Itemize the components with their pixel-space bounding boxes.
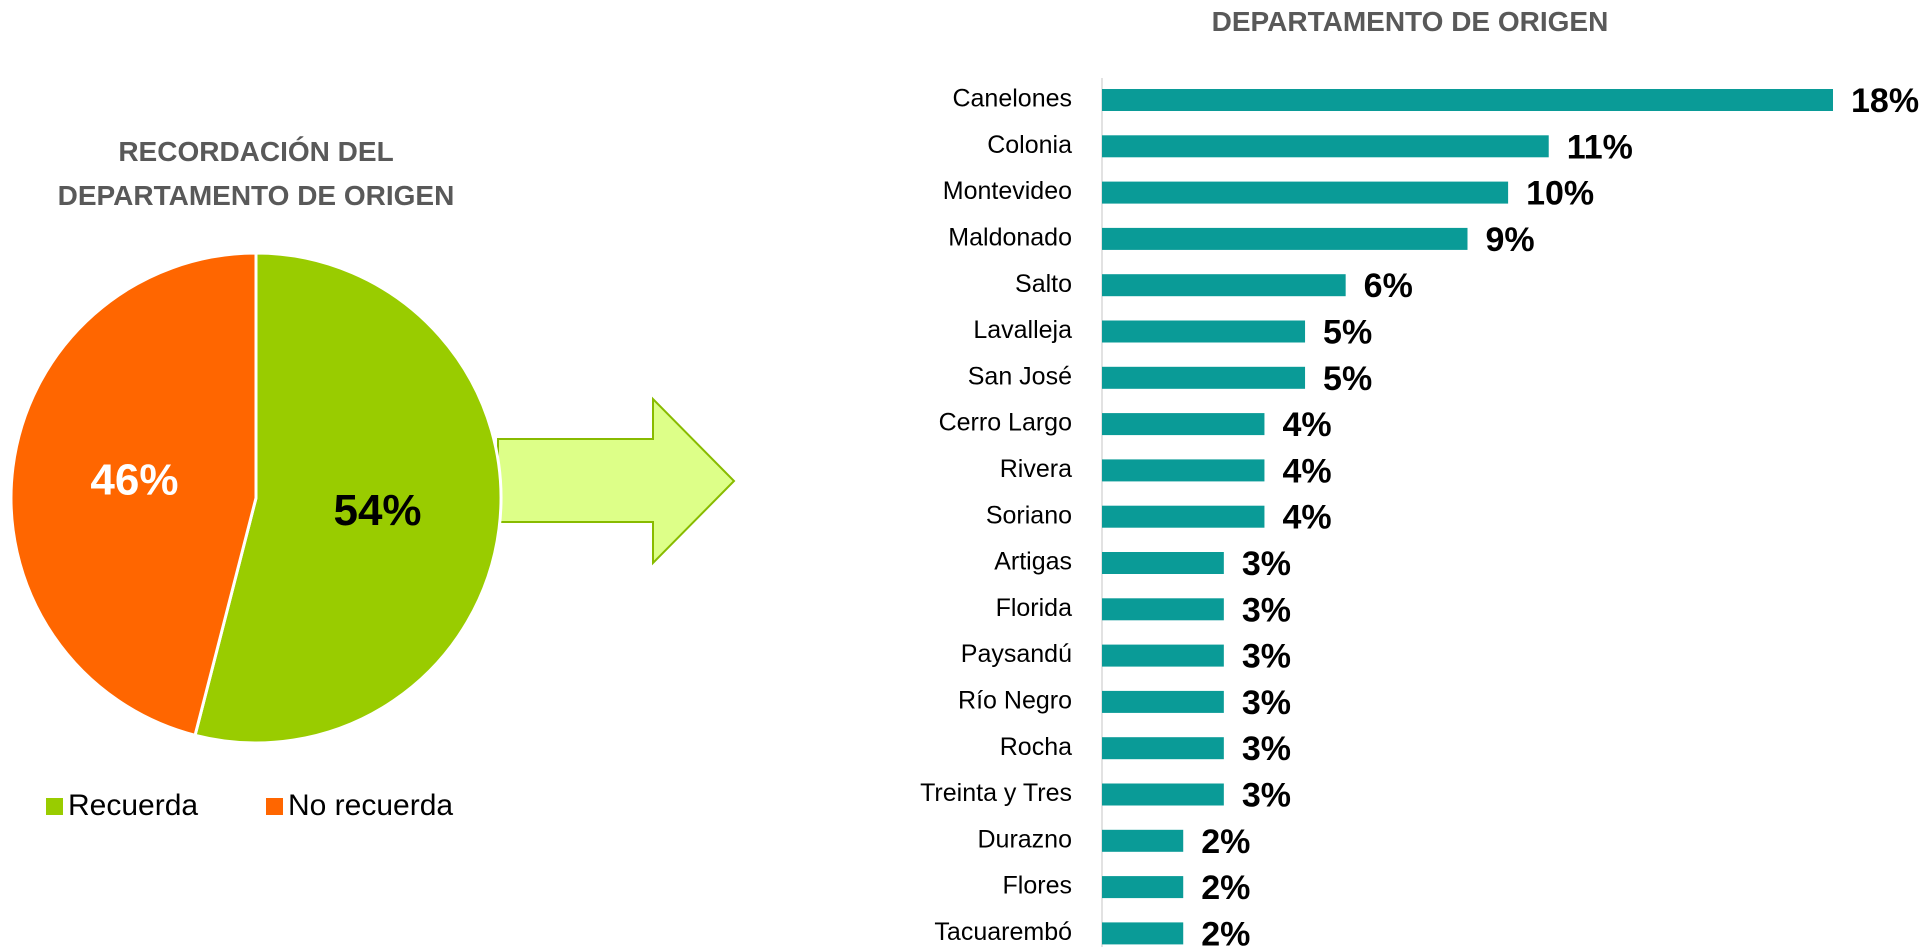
value-label: 3% [1242,591,1291,629]
bar [1102,181,1509,204]
category-label: Río Negro [958,687,1072,715]
bar [1102,459,1265,482]
category-label: Rivera [1000,455,1072,483]
value-label: 3% [1242,684,1291,722]
value-label: 18% [1851,82,1919,120]
legend-swatch [266,798,283,815]
value-label: 3% [1242,776,1291,814]
bar [1102,274,1346,297]
pie-slice [193,251,503,745]
bar [1102,413,1265,436]
bar [1102,690,1224,713]
bar [1102,505,1265,528]
category-label: Flores [1003,872,1072,900]
value-label: 2% [1201,823,1250,861]
bar [1102,552,1224,574]
bar [1102,89,1833,111]
value-label: 5% [1323,313,1372,351]
category-label: Cerro Largo [939,409,1072,437]
legend-label: No recuerda [288,789,453,822]
bar [1102,320,1306,343]
category-label: Treinta y Tres [920,779,1072,807]
category-label: Durazno [978,825,1073,853]
category-label: Rocha [1000,733,1072,761]
category-label: San José [968,362,1072,390]
value-label: 2% [1201,869,1250,907]
bar [1102,135,1549,158]
bar [1102,737,1224,760]
bar [1102,366,1306,389]
category-label: Florida [996,594,1073,622]
category-label: Tacuarembó [934,918,1072,946]
arrow [497,396,736,566]
value-label: 11% [1567,128,1633,166]
category-label: Soriano [986,501,1072,529]
value-label: 4% [1282,406,1331,444]
bar [1102,829,1184,852]
category-label: Artigas [994,548,1072,576]
bar [1102,876,1184,899]
value-label: 3% [1242,638,1291,676]
category-label: Canelones [952,85,1072,113]
bar-title: DEPARTAMENTO DE ORIGEN [1211,6,1609,37]
value-label: 5% [1323,360,1372,398]
legend-swatch [46,798,63,815]
bar [1102,644,1224,667]
pie-slice [9,251,258,738]
value-label: 10% [1526,175,1594,213]
value-label: 6% [1364,267,1413,305]
value-label: 4% [1282,452,1331,490]
category-label: Colonia [987,131,1072,159]
value-label: 3% [1242,730,1291,768]
value-label: 4% [1282,499,1331,537]
bar [1102,598,1224,621]
slice-label: 46% [90,455,178,504]
bar [1102,783,1224,806]
bar [1102,227,1468,250]
category-label: Maldonado [948,224,1072,252]
value-label: 3% [1242,545,1291,583]
category-label: Salto [1015,270,1072,298]
category-label: Montevideo [943,177,1072,205]
slice-label: 54% [333,486,421,535]
value-label: 9% [1486,221,1535,259]
pie-title: RECORDACIÓN DEL DEPARTAMENTO DE ORIGEN [57,136,455,211]
bar [1102,922,1184,945]
category-label: Paysandú [961,640,1072,668]
value-label: 2% [1201,915,1250,947]
category-label: Lavalleja [973,316,1072,344]
legend-label: Recuerda [68,789,198,822]
